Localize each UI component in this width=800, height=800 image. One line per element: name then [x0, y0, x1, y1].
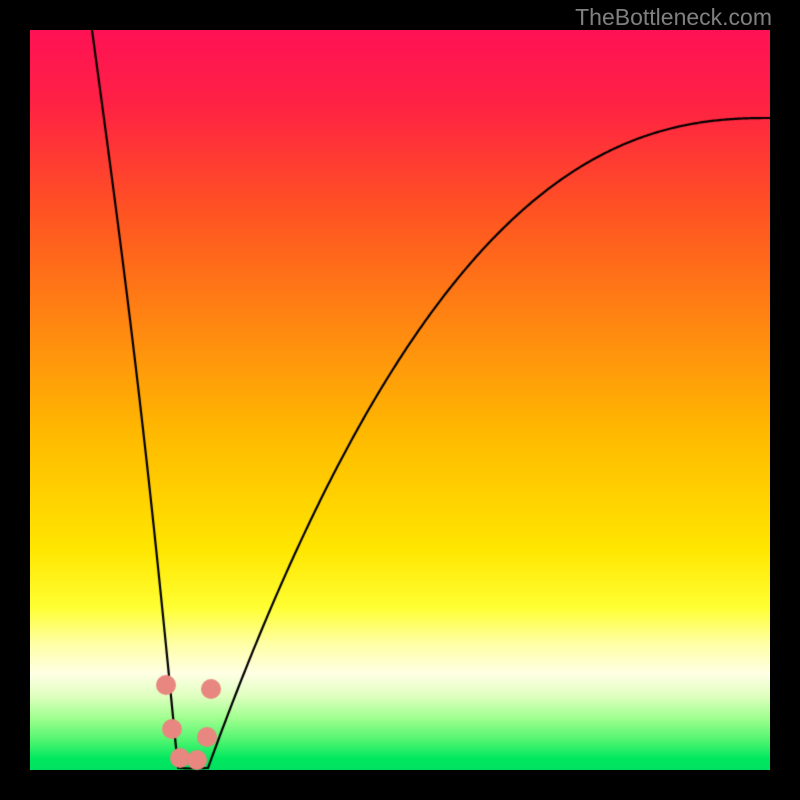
chart-stage: TheBottleneck.com	[0, 0, 800, 800]
watermark-text: TheBottleneck.com	[575, 4, 772, 31]
bottleneck-curve	[0, 0, 800, 800]
